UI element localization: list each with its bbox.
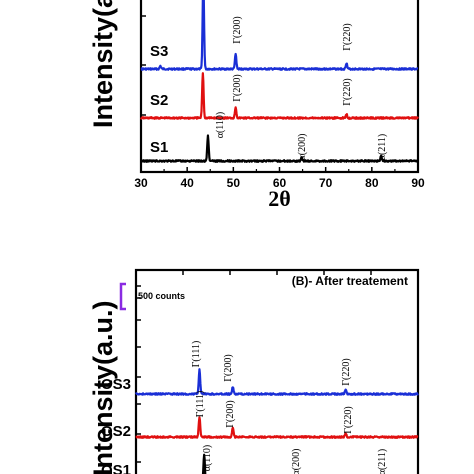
- panel-b-y-axis-label: Intensity(a.u.): [88, 300, 118, 474]
- panel-a-series-s3: [140, 0, 419, 71]
- panel-a-peak-label: Γ(220): [342, 23, 353, 50]
- panel-a-peak-label: Γ(200): [232, 16, 243, 43]
- panel-a-y-axis-label: Intensity(a: [88, 0, 118, 128]
- panel-a-series-label-s1: S1: [150, 139, 168, 156]
- panel-b-title: (B)- After treatement: [292, 274, 408, 288]
- scale-bar-label: 500 counts: [138, 291, 185, 301]
- panel-b-series-os2: [135, 416, 419, 439]
- panel-a-peak-label: Γ(220): [342, 78, 353, 105]
- panel-a-x-tick-label: 40: [180, 176, 194, 190]
- panel-b-peak-label: Γ(111): [191, 341, 202, 368]
- panel-b-series-os1: [201, 453, 207, 474]
- panel-b-peak-label: Γ(200): [223, 354, 234, 381]
- panel-a-peak-label: α(200): [297, 134, 308, 161]
- panel-a-x-tick-label: 90: [411, 176, 425, 190]
- panel-b-peak-label: α(200): [291, 449, 302, 474]
- panel-a-series-label-s3: S3: [150, 43, 168, 60]
- panel-b-peak-label: Γ(220): [343, 406, 354, 433]
- panel-a-series-label-s2: S2: [150, 92, 168, 109]
- panel-b-series-label-os3: OS3: [101, 376, 131, 393]
- panel-a-series-s1: [140, 134, 419, 163]
- panel-a-peak-label: Γ(200): [232, 74, 243, 101]
- panel-b-peak-label: α(110): [202, 445, 213, 472]
- panel-a-series-s2: [139, 72, 419, 120]
- panel-b-peak-label: Γ(220): [341, 358, 352, 385]
- scale-bar: [119, 282, 126, 311]
- panel-a-x-tick-label: 50: [227, 176, 241, 190]
- panel-a-peak-label: α(211): [377, 134, 388, 161]
- panel-a-x-axis-label: 2θ: [268, 186, 290, 211]
- panel-a-x-tick-label: 80: [365, 176, 379, 190]
- panel-b-peak-label: α(211): [377, 449, 388, 474]
- panel-a-x-tick-label: 30: [134, 176, 148, 190]
- panel-a-x-tick-label: 60: [273, 176, 287, 190]
- panel-b-series-os3: [135, 368, 419, 396]
- panel-b-peak-label: Γ(200): [225, 400, 236, 427]
- panel-a-x-tick-label: 70: [319, 176, 333, 190]
- panel-b-series-label-os2: OS2: [101, 423, 131, 440]
- panel-b-series-label-os1: OS1: [101, 462, 131, 474]
- panel-b-after: 500 counts (B)- After treatement Intensity…: [88, 268, 420, 474]
- panel-a-peak-label: α(110): [215, 112, 226, 139]
- panel-a-before: 30 40 50 60 70 80 90 Intensity(a 2θ S3 Γ(200) Γ(220…: [88, 0, 425, 211]
- panel-b-peak-label: Γ(111): [195, 391, 206, 418]
